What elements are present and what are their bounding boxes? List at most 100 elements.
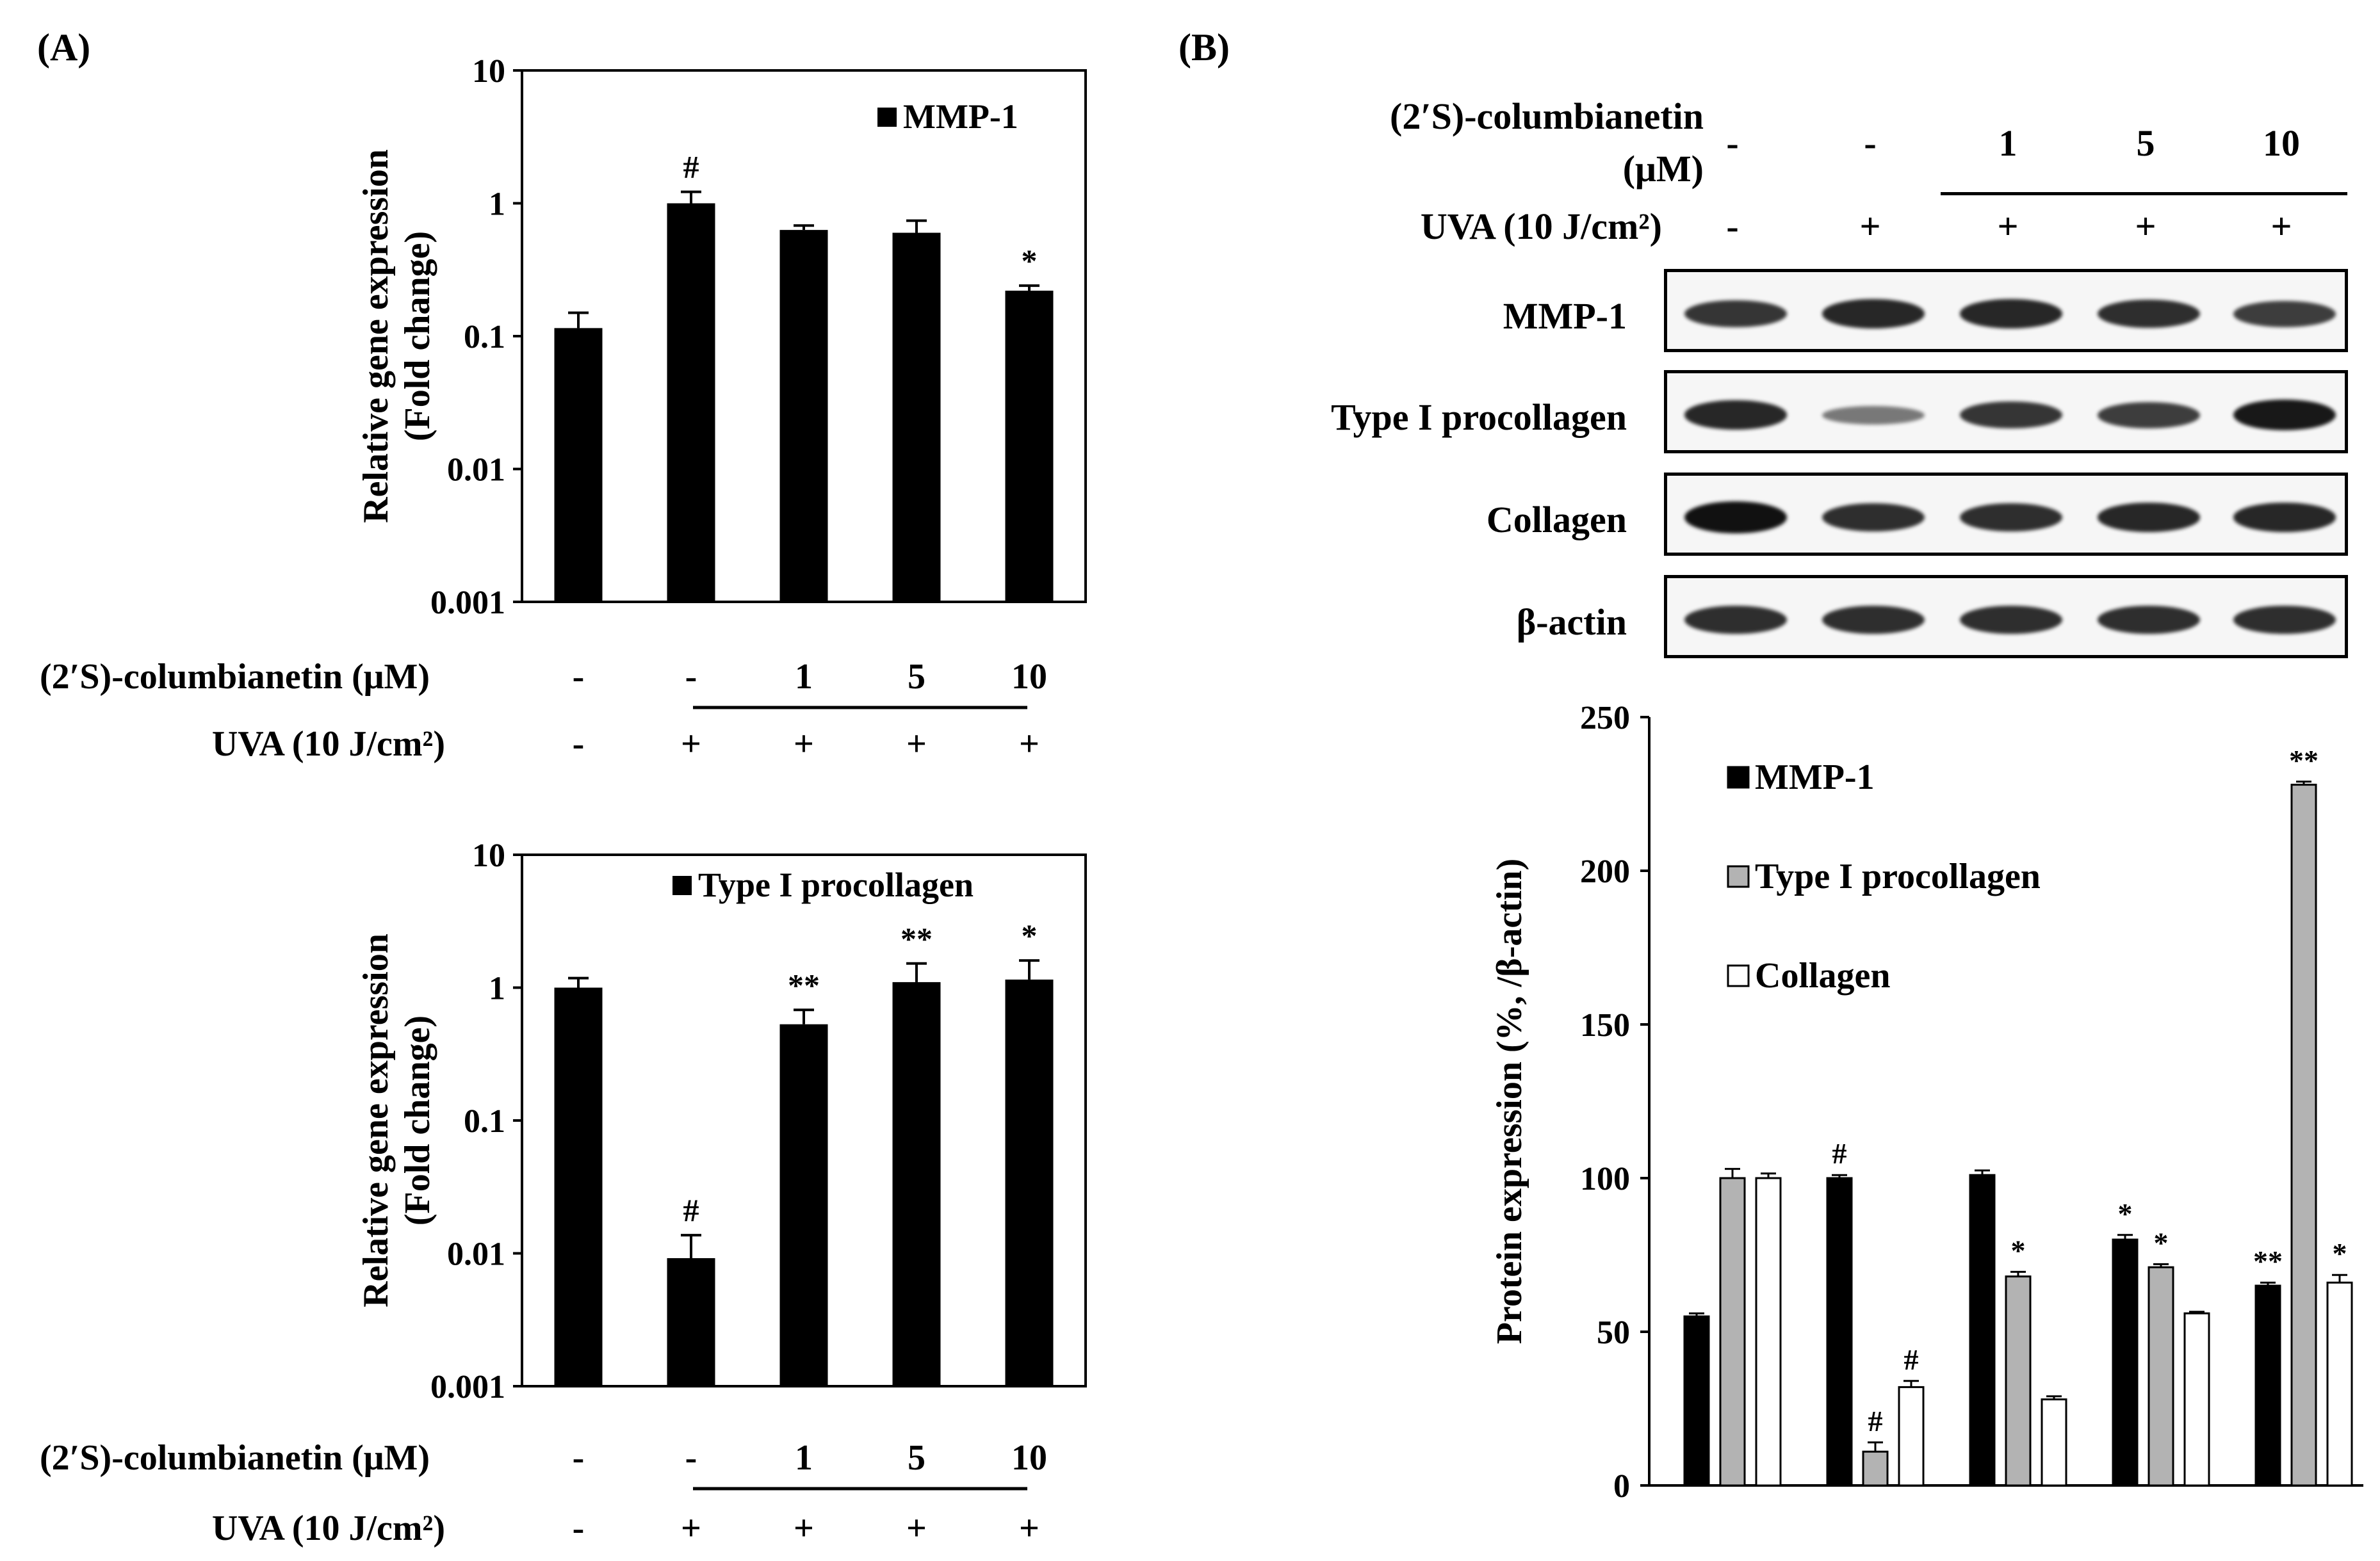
blot-compound-label-1: (2′S)-columbianetin <box>1390 95 1704 137</box>
bar-0-0 <box>554 328 603 602</box>
band-2-3 <box>2098 503 2200 532</box>
uva-value-1-4: + <box>1019 1508 1039 1548</box>
band-3-0 <box>1684 606 1787 634</box>
compound-value-1-2: 1 <box>795 1438 813 1478</box>
bar-0-3 <box>892 232 941 602</box>
band-2-0 <box>1684 501 1787 533</box>
uva-value-1-3: + <box>906 1508 927 1548</box>
y-tick-label-1: 0.1 <box>464 1103 505 1140</box>
compound-value-0-4: 10 <box>1011 657 1047 697</box>
blot-label-3: β-actin <box>1516 601 1627 643</box>
uva-value-0-2: + <box>794 724 814 764</box>
bar-1-2 <box>779 1024 828 1386</box>
uva-label-1: UVA (10 J/cm²) <box>212 1508 445 1548</box>
bar-1-4 <box>1005 979 1054 1386</box>
significance-1-1: # <box>683 1192 699 1228</box>
bar-1-1 <box>667 1258 715 1386</box>
compound-value-0-3: 5 <box>908 657 925 697</box>
blot-uva-value-3: + <box>2135 206 2156 247</box>
blot-concentration-bracket <box>1941 192 2347 195</box>
y-tick-label-1: 10 <box>472 837 505 874</box>
compound-value-1-4: 10 <box>1011 1438 1047 1478</box>
blot-uva-label: UVA (10 J/cm²) <box>1420 206 1662 247</box>
panel-a-label: (A) <box>37 26 91 69</box>
panel-b-label: (B) <box>1178 26 1230 69</box>
y-tick-label-1: 1 <box>489 971 505 1007</box>
uva-value-0-1: + <box>681 724 701 764</box>
compound-value-1-0: - <box>573 1438 585 1478</box>
band-3-3 <box>2098 606 2200 634</box>
bar-0-1 <box>667 203 715 602</box>
blot-strip-0 <box>1664 269 2348 352</box>
blot-compound-label-2: (μM) <box>1622 148 1704 190</box>
compound-value-0-0: - <box>573 657 585 697</box>
bar-1-0 <box>554 987 603 1386</box>
blot-label-1: Type I procollagen <box>1331 396 1627 438</box>
blot-strip-3 <box>1664 575 2348 658</box>
y-axis-label2-0: (Fold change) <box>398 231 437 441</box>
legend-label-0: MMP-1 <box>903 97 1018 136</box>
uva-value-1-1: + <box>681 1508 701 1548</box>
uva-value-1-2: + <box>794 1508 814 1548</box>
band-0-2 <box>1960 299 2062 328</box>
significance-0-4: * <box>1022 243 1038 279</box>
blot-uva-value-4: + <box>2270 206 2292 247</box>
band-2-2 <box>1960 503 2062 531</box>
blot-compound-value-0: - <box>1726 122 1739 164</box>
y-tick-label-1: 0.01 <box>447 1236 505 1273</box>
blot-compound-value-1: - <box>1864 122 1877 164</box>
significance-1-2: ** <box>788 967 820 1003</box>
band-2-4 <box>2233 503 2336 532</box>
compound-label-1: (2′S)-columbianetin (μM) <box>40 1438 430 1478</box>
blot-strip-2 <box>1664 473 2348 556</box>
bar-0-2 <box>779 230 828 602</box>
bar-0-4 <box>1005 290 1054 602</box>
y-tick-label-0: 0.001 <box>430 585 505 621</box>
y-tick-label-1: 0.001 <box>430 1369 505 1405</box>
blot-compound-value-4: 10 <box>2263 122 2300 164</box>
compound-value-1-1: - <box>685 1438 697 1478</box>
band-0-4 <box>2233 300 2336 327</box>
compound-value-0-1: - <box>685 657 697 697</box>
y-axis-label-0: Relative gene expression <box>356 149 396 523</box>
y-tick-label-0: 0.01 <box>447 452 505 489</box>
significance-1-4: * <box>1022 918 1038 953</box>
band-0-1 <box>1822 299 1925 328</box>
band-0-0 <box>1684 300 1787 328</box>
uva-value-0-3: + <box>906 724 927 764</box>
legend-label-1: Type I procollagen <box>698 866 974 904</box>
band-1-2 <box>1960 401 2062 429</box>
band-1-0 <box>1684 400 1787 430</box>
y-tick-label-0: 0.1 <box>464 319 505 355</box>
uva-label-0: UVA (10 J/cm²) <box>212 724 445 764</box>
band-2-1 <box>1822 503 1925 531</box>
band-1-1 <box>1822 405 1925 425</box>
blot-uva-value-1: + <box>1859 206 1881 247</box>
bar-1-3 <box>892 982 941 1386</box>
significance-1-3: ** <box>901 921 933 957</box>
blot-uva-value-0: - <box>1726 206 1739 247</box>
compound-value-1-3: 5 <box>908 1438 925 1478</box>
compound-value-0-2: 1 <box>795 657 813 697</box>
band-1-3 <box>2098 401 2200 428</box>
legend-swatch-0 <box>877 108 897 127</box>
uva-value-0-4: + <box>1019 724 1039 764</box>
band-0-3 <box>2098 300 2200 328</box>
blot-uva-value-2: + <box>1997 206 2019 247</box>
y-axis-label-1: Relative gene expression <box>356 934 396 1307</box>
blot-label-2: Collagen <box>1486 499 1627 540</box>
compound-label-0: (2′S)-columbianetin (μM) <box>40 657 430 697</box>
blot-compound-value-3: 5 <box>2136 122 2155 164</box>
blot-label-0: MMP-1 <box>1503 295 1627 337</box>
y-tick-label-0: 10 <box>472 53 505 90</box>
uva-value-1-0: - <box>573 1508 585 1548</box>
significance-0-1: # <box>683 149 699 185</box>
band-3-4 <box>2233 606 2336 634</box>
blot-compound-value-2: 1 <box>1998 122 2017 164</box>
band-3-2 <box>1960 606 2062 634</box>
y-tick-label-0: 1 <box>489 186 505 223</box>
blot-strip-1 <box>1664 370 2348 453</box>
legend-swatch-1 <box>672 876 692 895</box>
y-axis-label2-1: (Fold change) <box>398 1015 437 1225</box>
